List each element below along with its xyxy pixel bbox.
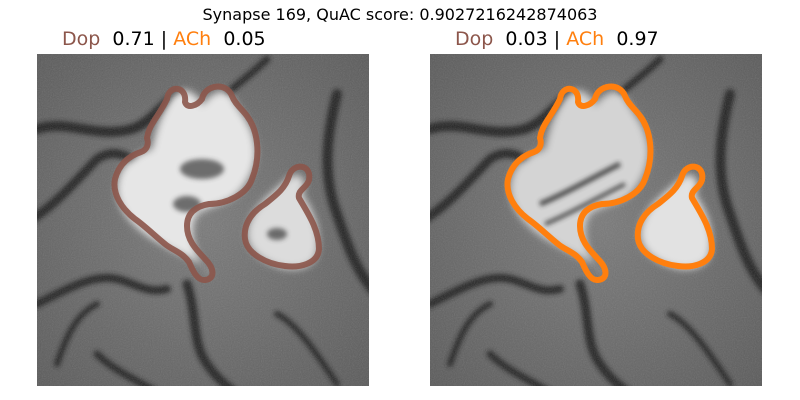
dop-value: 0.71 <box>112 28 155 50</box>
ach-value: 0.97 <box>616 28 659 50</box>
dop-label: Dop <box>62 28 101 50</box>
micrograph-right-image <box>430 54 762 386</box>
separator: | <box>160 28 168 50</box>
dop-value: 0.03 <box>505 28 548 50</box>
micrograph-left <box>37 54 369 386</box>
micrograph-left-image <box>37 54 369 386</box>
panel-title-left: Dop 0.71 | ACh 0.05 <box>62 28 266 50</box>
ach-label: ACh <box>173 28 212 50</box>
separator: | <box>553 28 561 50</box>
micrograph-right <box>430 54 762 386</box>
ach-value: 0.05 <box>223 28 266 50</box>
ach-label: ACh <box>566 28 605 50</box>
figure-title: Synapse 169, QuAC score: 0.9027216242874… <box>202 5 598 24</box>
dop-label: Dop <box>455 28 494 50</box>
panel-title-right: Dop 0.03 | ACh 0.97 <box>455 28 659 50</box>
